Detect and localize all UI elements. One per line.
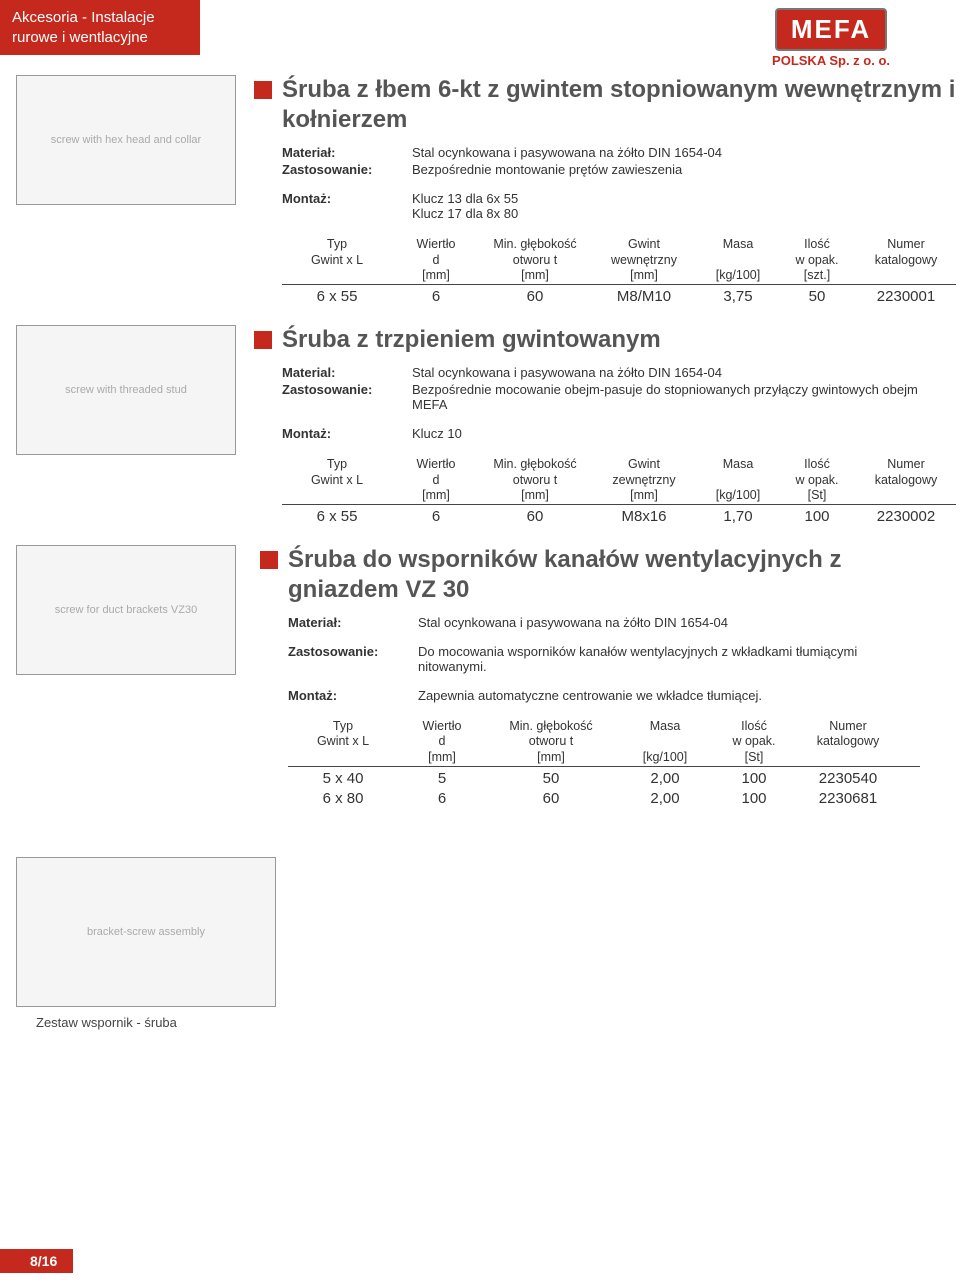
logo: MEFA POLSKA Sp. z o. o.: [772, 8, 890, 68]
table-cell: 50: [782, 288, 852, 305]
table-row: 6 x 806602,001002230681: [288, 787, 920, 807]
table-cell: 1,70: [698, 508, 778, 525]
table-header-cell: Ilośćw opak.[St]: [714, 719, 794, 766]
tab-line-2: rurowe i wentlacyjne: [12, 29, 148, 46]
table-cell: 2230002: [856, 508, 956, 525]
table-header-cell: Numerkatalogowy: [856, 237, 956, 284]
table-header-cell: Masa[kg/100]: [620, 719, 710, 766]
table-header-cell: Masa[kg/100]: [698, 237, 778, 284]
table-header-cell: TypGwint x L: [282, 457, 392, 504]
spec-table-2: TypGwint x LWiertłod[mm]Min. głębokośćot…: [282, 457, 956, 525]
table-cell: 6: [396, 508, 476, 525]
bullet-icon: [254, 331, 272, 349]
table-cell: M8x16: [594, 508, 694, 525]
label-material: Materiał:: [288, 615, 418, 630]
table-cell: 6: [402, 790, 482, 807]
table-cell: 60: [486, 790, 616, 807]
assembly-caption: Zestaw wspornik - śruba: [36, 1015, 960, 1030]
val-montaz: Klucz 13 dla 6x 55 Klucz 17 dla 8x 80: [412, 191, 956, 221]
table-header-cell: Min. głębokośćotworu t[mm]: [480, 457, 590, 504]
page-number: 8/16: [0, 1249, 73, 1273]
tab-line-1: Akcesoria - Instalacje: [12, 9, 155, 26]
spec-table-3: TypGwint x LWiertłod[mm]Min. głębokośćot…: [288, 719, 920, 807]
label-material: Material:: [282, 365, 412, 380]
table-row: 6 x 55660M8/M103,75502230001: [282, 284, 956, 305]
assembly-image: bracket-screw assembly: [16, 857, 276, 1007]
product-image-1: screw with hex head and collar: [16, 75, 236, 205]
table-cell: 50: [486, 770, 616, 787]
table-header-cell: Wiertłod[mm]: [396, 457, 476, 504]
table-header-cell: Gwintzewnętrzny[mm]: [594, 457, 694, 504]
table-cell: M8/M10: [594, 288, 694, 305]
table-cell: 2230540: [798, 770, 898, 787]
table-row: 6 x 55660M8x161,701002230002: [282, 504, 956, 525]
table-cell: 6 x 80: [288, 790, 398, 807]
table-header-cell: Min. głębokośćotworu t[mm]: [480, 237, 590, 284]
table-header-cell: Wiertłod[mm]: [396, 237, 476, 284]
table-header-cell: Numerkatalogowy: [798, 719, 898, 766]
table-header-cell: TypGwint x L: [282, 237, 392, 284]
table-row: 5 x 405502,001002230540: [288, 766, 920, 787]
table-cell: 60: [480, 508, 590, 525]
label-montaz: Montaż:: [282, 191, 412, 221]
val-zastosowanie: Bezpośrednie mocowanie obejm-pasuje do s…: [412, 382, 956, 412]
product-image-2: screw with threaded stud: [16, 325, 236, 455]
val-zastosowanie: Do mocowania wsporników kanałów wentylac…: [418, 644, 920, 674]
val-zastosowanie: Bezpośrednie montowanie prętów zawieszen…: [412, 162, 956, 177]
logo-brand: MEFA: [775, 8, 887, 51]
table-cell: 6 x 55: [282, 508, 392, 525]
table-header-cell: Masa[kg/100]: [698, 457, 778, 504]
section2-title: Śruba z trzpieniem gwintowanym: [282, 325, 661, 355]
table-cell: 2,00: [620, 790, 710, 807]
table-cell: 2230001: [856, 288, 956, 305]
table-cell: 100: [714, 790, 794, 807]
table-cell: 3,75: [698, 288, 778, 305]
label-zastosowanie: Zastosowanie:: [288, 644, 418, 674]
montaz-line1: Klucz 13 dla 6x 55: [412, 191, 956, 206]
table-header-cell: Min. głębokośćotworu t[mm]: [486, 719, 616, 766]
table-header-cell: Gwintwewnętrzny[mm]: [594, 237, 694, 284]
montaz-line2: Klucz 17 dla 8x 80: [412, 206, 956, 221]
table-cell: 100: [782, 508, 852, 525]
val-material: Stal ocynkowana i pasywowana na żółto DI…: [418, 615, 920, 630]
logo-subtitle: POLSKA Sp. z o. o.: [772, 53, 890, 68]
table-cell: 5: [402, 770, 482, 787]
label-montaz: Montaż:: [282, 426, 412, 441]
product-image-3: screw for duct brackets VZ30: [16, 545, 236, 675]
table-cell: 2,00: [620, 770, 710, 787]
table-header-cell: Wiertłod[mm]: [402, 719, 482, 766]
label-montaz: Montaż:: [288, 688, 418, 703]
table-header-cell: Numerkatalogowy: [856, 457, 956, 504]
table-cell: 2230681: [798, 790, 898, 807]
val-montaz: Zapewnia automatyczne centrowanie we wkł…: [418, 688, 920, 703]
table-header-cell: Ilośćw opak.[szt.]: [782, 237, 852, 284]
table-cell: 60: [480, 288, 590, 305]
bullet-icon: [260, 551, 278, 569]
section3-title: Śruba do wsporników kanałów wentylacyjny…: [288, 545, 920, 605]
val-montaz: Klucz 10: [412, 426, 956, 441]
table-header-cell: TypGwint x L: [288, 719, 398, 766]
section1-title: Śruba z łbem 6-kt z gwintem stopniowanym…: [282, 75, 956, 135]
label-zastosowanie: Zastosowanie:: [282, 382, 412, 412]
label-material: Materiał:: [282, 145, 412, 160]
table-cell: 6 x 55: [282, 288, 392, 305]
table-cell: 100: [714, 770, 794, 787]
table-header-cell: Ilośćw opak.[St]: [782, 457, 852, 504]
label-zastosowanie: Zastosowanie:: [282, 162, 412, 177]
val-material: Stal ocynkowana i pasywowana na żółto DI…: [412, 145, 956, 160]
table-cell: 5 x 40: [288, 770, 398, 787]
bullet-icon: [254, 81, 272, 99]
spec-table-1: TypGwint x LWiertłod[mm]Min. głębokośćot…: [282, 237, 956, 305]
category-tab: Akcesoria - Instalacje rurowe i wentlacy…: [0, 0, 200, 55]
val-material: Stal ocynkowana i pasywowana na żółto DI…: [412, 365, 956, 380]
table-cell: 6: [396, 288, 476, 305]
